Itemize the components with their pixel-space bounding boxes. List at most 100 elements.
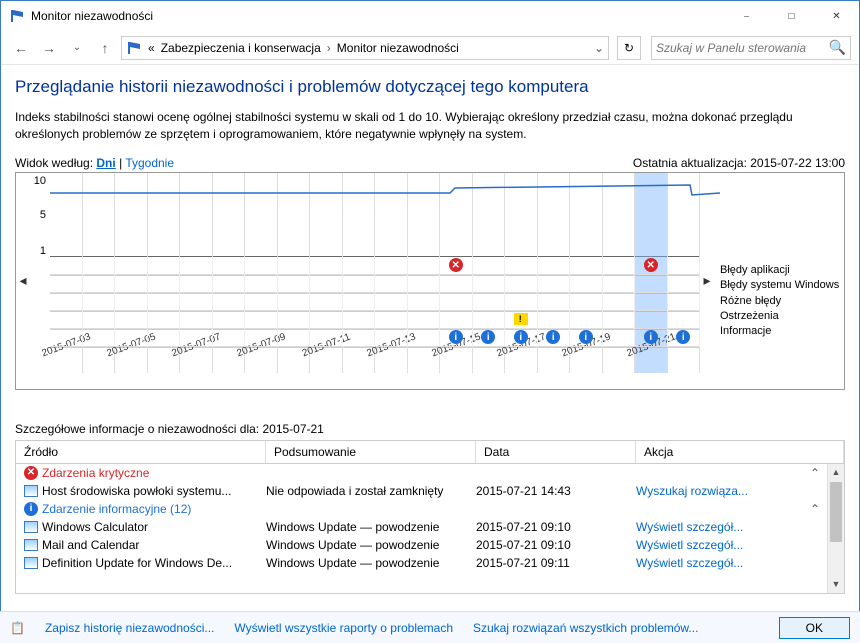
- reliability-chart: ◂ 10 5 1 2015-07-032015-07-052015-07-072…: [15, 172, 845, 390]
- chevron-down-icon[interactable]: ⌄: [594, 41, 604, 55]
- search-box[interactable]: 🔍: [651, 36, 851, 60]
- col-source[interactable]: Źródło: [16, 441, 266, 463]
- back-button[interactable]: ←: [9, 36, 33, 60]
- breadcrumb[interactable]: « Zabezpieczenia i konserwacja › Monitor…: [121, 36, 609, 60]
- legend-item: Ostrzeżenia: [720, 309, 840, 324]
- cell-date: 2015-07-21 09:10: [476, 538, 636, 552]
- action-link[interactable]: Wyświetl szczegół...: [636, 556, 743, 570]
- info-icon: i: [449, 330, 463, 344]
- maximize-button[interactable]: □: [769, 1, 814, 31]
- error-icon: ✕: [24, 466, 38, 480]
- col-action[interactable]: Akcja: [636, 441, 844, 463]
- app-icon: [24, 485, 38, 497]
- col-date[interactable]: Data: [476, 441, 636, 463]
- collapse-icon[interactable]: ⌃: [810, 466, 820, 480]
- minimize-button[interactable]: –: [724, 1, 769, 31]
- collapse-icon[interactable]: ⌃: [810, 502, 820, 516]
- chart-legend: Błędy aplikacji Błędy systemu Windows Ró…: [714, 173, 844, 389]
- breadcrumb-icon: [126, 40, 142, 56]
- app-icon: [24, 557, 38, 569]
- all-reports-link[interactable]: Wyświetl wszystkie raporty o problemach: [234, 621, 453, 635]
- view-toolbar: Widok według: Dni | Tygodnie Ostatnia ak…: [15, 156, 845, 170]
- ok-button[interactable]: OK: [779, 617, 850, 639]
- info-icon: i: [514, 330, 528, 344]
- legend-item: Błędy aplikacji: [720, 263, 840, 278]
- viewby-label: Widok według:: [15, 156, 93, 170]
- info-icon: i: [676, 330, 690, 344]
- info-icon: i: [24, 502, 38, 516]
- search-icon[interactable]: 🔍: [829, 39, 846, 56]
- up-button[interactable]: ↑: [93, 36, 117, 60]
- page-title: Przeglądanie historii niezawodności i pr…: [15, 77, 845, 97]
- cell-summary: Windows Update — powodzenie: [266, 538, 476, 552]
- info-icon: i: [644, 330, 658, 344]
- ylabel: 10: [34, 175, 46, 187]
- copy-icon: 📋: [10, 621, 25, 635]
- cell-summary: Windows Update — powodzenie: [266, 520, 476, 534]
- last-update: Ostatnia aktualizacja: 2015-07-22 13:00: [633, 156, 845, 170]
- chart-scroll-left[interactable]: ◂: [16, 173, 30, 389]
- app-icon: [9, 8, 25, 24]
- details-header: Szczegółowe informacje o niezawodności d…: [15, 416, 845, 440]
- cell-source: Definition Update for Windows De...: [42, 556, 232, 570]
- ylabel: 1: [40, 245, 46, 257]
- legend-item: Różne błędy: [720, 294, 840, 309]
- legend-item: Informacje: [720, 324, 840, 339]
- cell-source: Windows Calculator: [42, 520, 148, 534]
- recent-dropdown[interactable]: ⌄: [65, 36, 89, 60]
- close-button[interactable]: ✕: [814, 1, 859, 31]
- legend-item: Błędy systemu Windows: [720, 278, 840, 293]
- viewby-days[interactable]: Dni: [96, 156, 115, 170]
- scroll-thumb[interactable]: [830, 482, 842, 542]
- forward-button[interactable]: →: [37, 36, 61, 60]
- app-icon: [24, 539, 38, 551]
- section-label: Zdarzenie informacyjne (12): [42, 502, 191, 516]
- search-input[interactable]: [656, 41, 829, 55]
- content-area: Przeglądanie historii niezawodności i pr…: [1, 65, 859, 594]
- section-info[interactable]: i Zdarzenie informacyjne (12) ⌃: [16, 500, 844, 518]
- ylabel: 5: [40, 209, 46, 221]
- scroll-up-icon[interactable]: ▲: [828, 464, 844, 481]
- table-row[interactable]: Host środowiska powłoki systemu... Nie od…: [16, 482, 844, 500]
- app-icon: [24, 521, 38, 533]
- info-icon: i: [481, 330, 495, 344]
- viewby-weeks[interactable]: Tygodnie: [125, 156, 174, 170]
- col-summary[interactable]: Podsumowanie: [266, 441, 476, 463]
- scroll-down-icon[interactable]: ▼: [828, 576, 844, 593]
- refresh-button[interactable]: ↻: [617, 36, 641, 60]
- nav-toolbar: ← → ⌄ ↑ « Zabezpieczenia i konserwacja ›…: [1, 31, 859, 65]
- action-link[interactable]: Wyświetl szczegół...: [636, 520, 743, 534]
- info-icon: i: [579, 330, 593, 344]
- cell-source: Host środowiska powłoki systemu...: [42, 484, 231, 498]
- crumb-item[interactable]: Monitor niezawodności: [337, 41, 459, 55]
- page-description: Indeks stabilności stanowi ocenę ogólnej…: [15, 109, 845, 144]
- action-link[interactable]: Wyświetl szczegół...: [636, 538, 743, 552]
- details-table: ✕ Zdarzenia krytyczne ⌃ Host środowiska …: [15, 464, 845, 594]
- chart-area[interactable]: 2015-07-032015-07-052015-07-072015-07-09…: [50, 173, 700, 373]
- find-solutions-link[interactable]: Szukaj rozwiązań wszystkich problemów...: [473, 621, 698, 635]
- footer: 📋 Zapisz historię niezawodności... Wyświ…: [0, 611, 860, 643]
- titlebar: Monitor niezawodności – □ ✕: [1, 1, 859, 31]
- table-row[interactable]: Mail and Calendar Windows Update — powodz…: [16, 536, 844, 554]
- section-label: Zdarzenia krytyczne: [42, 466, 149, 480]
- cell-date: 2015-07-21 09:11: [476, 556, 636, 570]
- table-row[interactable]: Definition Update for Windows De... Windo…: [16, 554, 844, 572]
- section-critical[interactable]: ✕ Zdarzenia krytyczne ⌃: [16, 464, 844, 482]
- info-icon: i: [546, 330, 560, 344]
- warn-icon: [514, 313, 528, 325]
- details-scrollbar[interactable]: ▲ ▼: [827, 464, 844, 593]
- crumb-root[interactable]: «: [148, 41, 155, 55]
- save-history-link[interactable]: Zapisz historię niezawodności...: [45, 621, 214, 635]
- err-icon: ✕: [449, 258, 463, 272]
- table-row[interactable]: Windows Calculator Windows Update — powod…: [16, 518, 844, 536]
- action-link[interactable]: Wyszukaj rozwiąza...: [636, 484, 748, 498]
- crumb-item[interactable]: Zabezpieczenia i konserwacja: [161, 41, 321, 55]
- reliability-line: [50, 173, 720, 257]
- cell-source: Mail and Calendar: [42, 538, 139, 552]
- chevron-right-icon: ›: [327, 41, 331, 55]
- cell-date: 2015-07-21 09:10: [476, 520, 636, 534]
- cell-summary: Windows Update — powodzenie: [266, 556, 476, 570]
- details-table-header: Źródło Podsumowanie Data Akcja: [15, 440, 845, 464]
- cell-summary: Nie odpowiada i został zamknięty: [266, 484, 476, 498]
- err-icon: ✕: [644, 258, 658, 272]
